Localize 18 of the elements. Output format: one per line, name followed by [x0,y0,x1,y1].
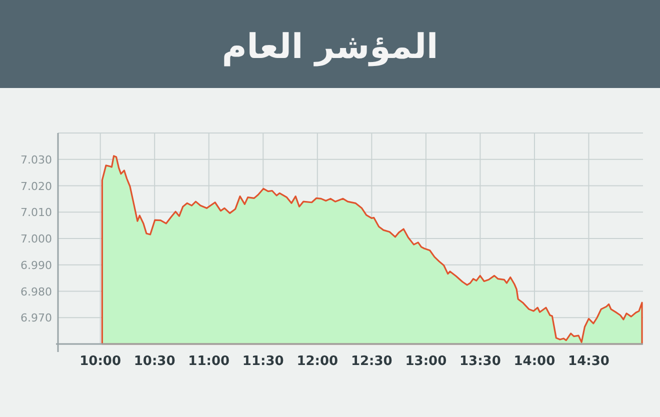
y-tick-label: 7.000 [20,232,52,246]
chart-title: المؤشر العام [222,27,438,67]
y-tick-label: 7.030 [20,153,52,166]
x-tick-label: 13:00 [405,354,447,369]
y-tick-label: 6.970 [20,312,52,325]
x-tick-label: 14:00 [514,354,556,369]
y-tick-label: 6.990 [20,258,52,272]
x-tick-label: 10:30 [134,354,176,369]
x-tick-label: 12:30 [350,354,392,369]
y-tick-label: 6.980 [20,285,52,298]
x-tick-label: 14:30 [568,354,610,369]
x-tick-label: 10:00 [80,354,122,369]
x-tick-label: 13:30 [460,354,501,369]
y-tick-label: 7.020 [20,180,52,193]
y-tick-label: 7.010 [20,206,52,220]
x-tick-label: 11:30 [242,354,284,369]
x-tick-label: 11:00 [188,354,230,369]
x-tick-label: 12:00 [296,354,338,369]
